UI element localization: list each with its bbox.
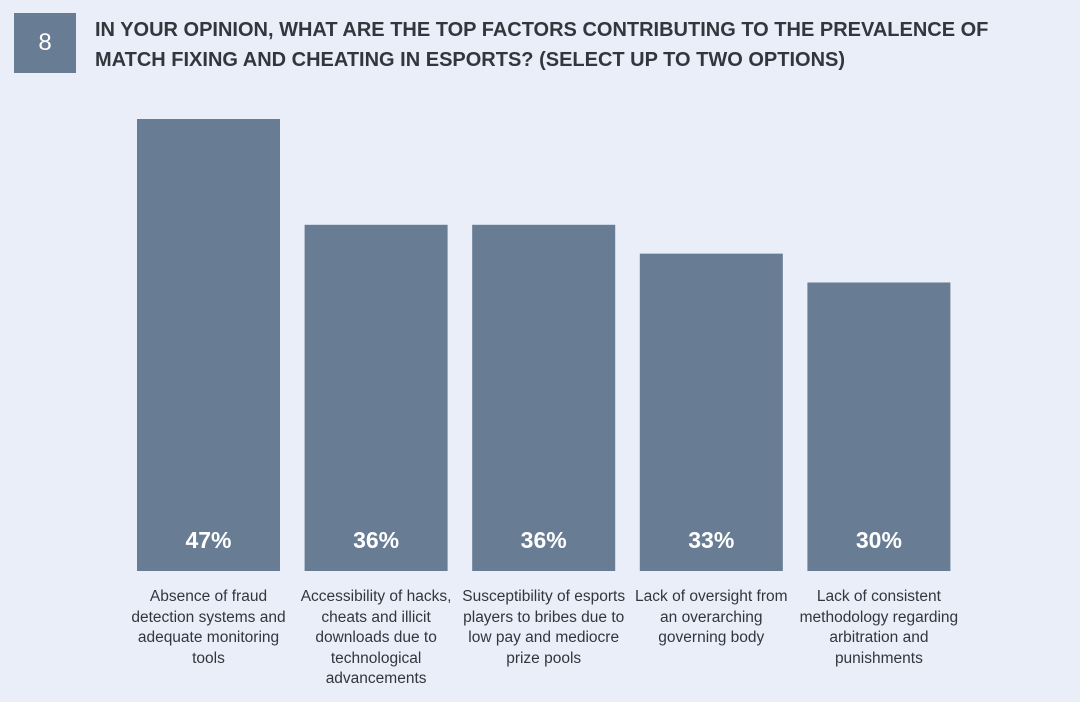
bar-2 xyxy=(304,224,448,571)
question-number-badge: 8 xyxy=(14,13,76,73)
value-label-3: 36% xyxy=(521,527,567,553)
bar-5 xyxy=(807,282,951,571)
category-label-5: Lack of consistent methodology regarding… xyxy=(799,588,959,667)
value-label-4: 33% xyxy=(688,527,734,553)
bar-1 xyxy=(137,119,280,571)
category-label-3: Susceptibility of esports players to bri… xyxy=(462,588,626,667)
bar-3 xyxy=(472,224,616,571)
value-label-1: 47% xyxy=(185,527,231,553)
category-label-1: Absence of fraud detection systems and a… xyxy=(131,588,286,667)
category-label-2: Accessibility of hacks, cheats and illic… xyxy=(300,588,452,687)
category-label-4: Lack of oversight from an overarching go… xyxy=(635,588,788,646)
chart-title: In your opinion, what are the top factor… xyxy=(95,19,989,71)
value-label-2: 36% xyxy=(353,527,399,553)
value-label-5: 30% xyxy=(856,527,902,553)
bar-4 xyxy=(639,253,783,571)
